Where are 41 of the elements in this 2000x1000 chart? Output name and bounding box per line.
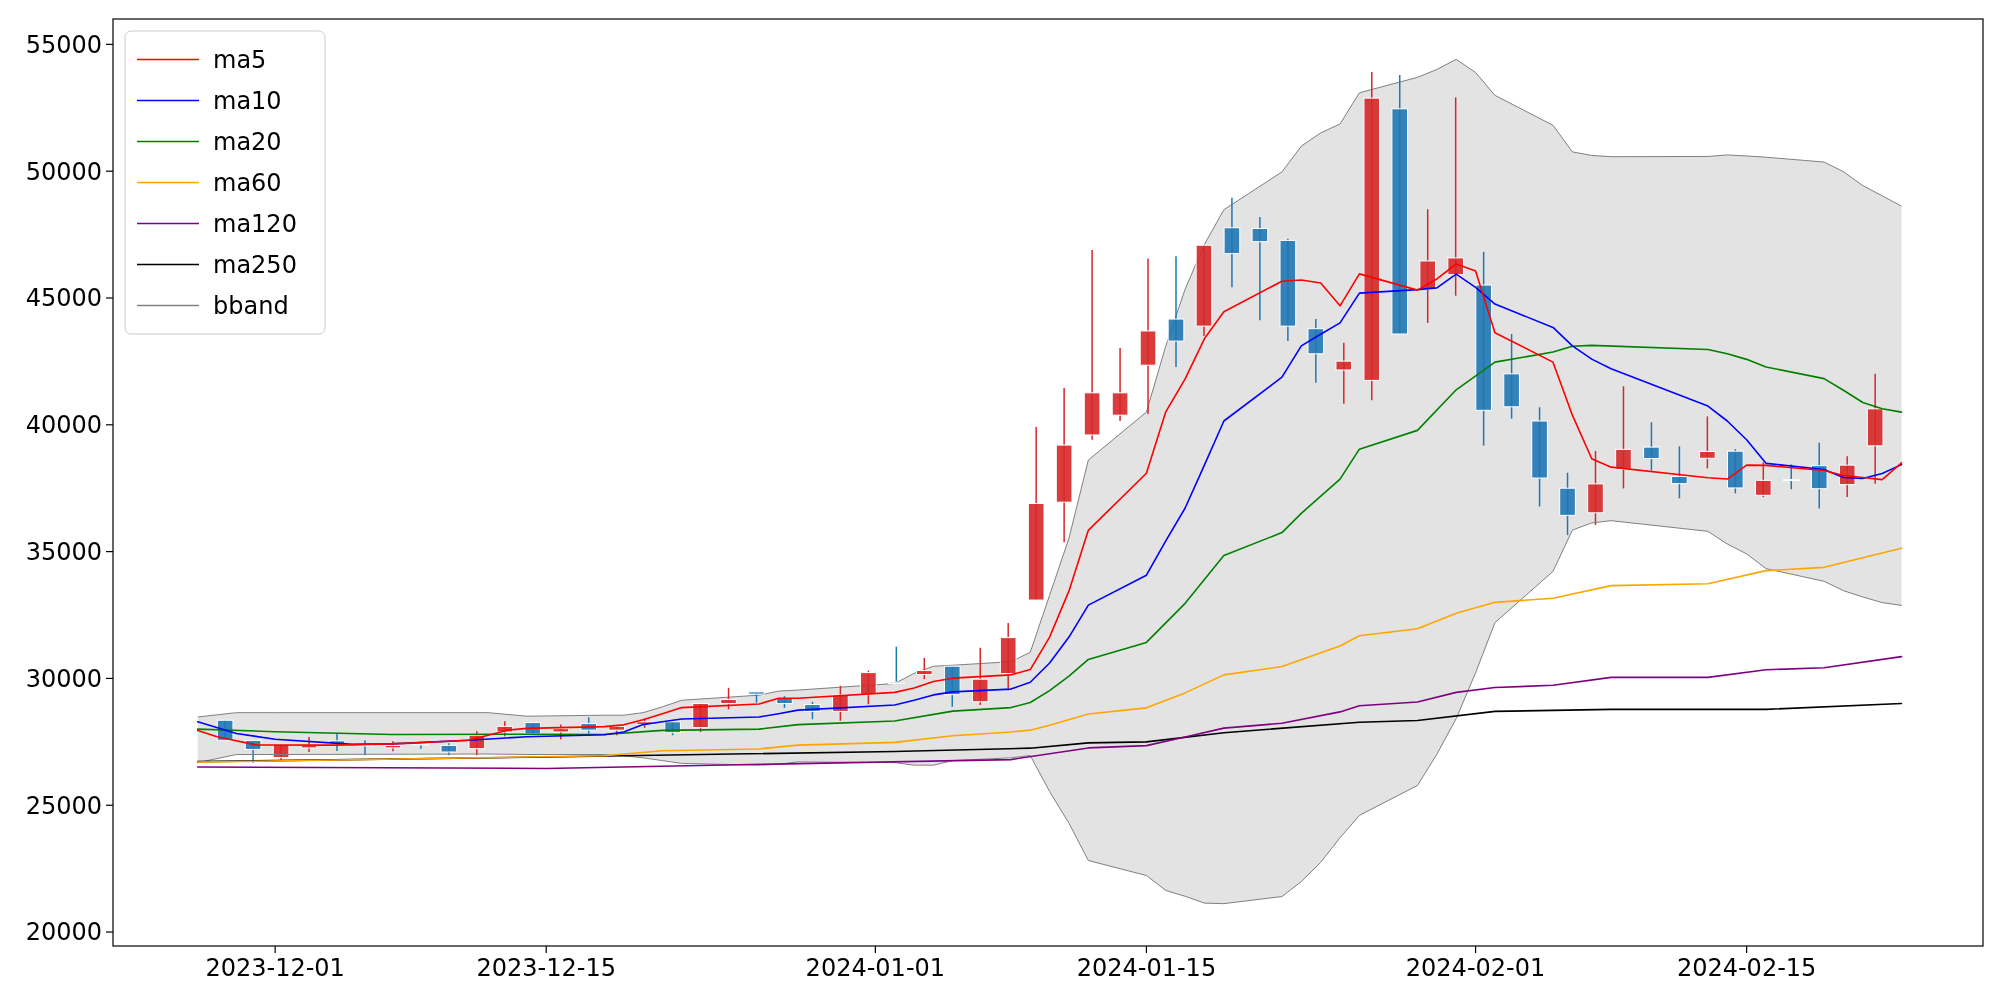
candlestick	[888, 645, 905, 685]
y-tick-label: 55000	[25, 30, 102, 59]
candlestick	[915, 657, 933, 680]
y-tick-label: 25000	[25, 791, 102, 820]
y-tick-label: 45000	[25, 284, 102, 313]
candlestick	[1615, 385, 1632, 490]
legend-label: ma20	[213, 127, 282, 156]
candlestick	[1671, 445, 1688, 500]
line-series	[196, 655, 1903, 770]
candlestick	[1111, 347, 1129, 422]
candlestick	[1699, 415, 1716, 470]
x-tick-label: 2024-02-01	[1405, 954, 1546, 983]
legend-label: ma60	[213, 168, 282, 197]
legend-label: ma120	[213, 209, 297, 238]
x-tick-label: 2024-02-15	[1676, 954, 1817, 983]
legend-label: ma250	[213, 250, 297, 279]
candlestick	[971, 646, 989, 706]
y-tick-label: 35000	[25, 538, 102, 567]
x-tick-label: 2024-01-01	[805, 954, 946, 983]
x-tick-label: 2023-12-01	[205, 954, 345, 983]
legend-label: ma10	[213, 86, 282, 115]
y-tick-label: 20000	[25, 918, 102, 947]
legend-label: bband	[213, 291, 289, 320]
y-tick-label: 30000	[25, 664, 102, 693]
candlestick	[860, 669, 877, 706]
candlestick	[720, 687, 737, 711]
line-series	[196, 547, 1903, 763]
x-tick-label: 2023-12-15	[476, 954, 616, 983]
candlestick	[1251, 216, 1269, 322]
candlestick	[1335, 341, 1353, 405]
line-series	[196, 344, 1903, 736]
candlestick	[1643, 421, 1660, 472]
candlestick	[1167, 255, 1185, 368]
candlestick	[1447, 96, 1464, 297]
candlestick	[1782, 463, 1800, 490]
y-tick-label: 50000	[25, 157, 102, 186]
y-tick-label: 40000	[25, 411, 102, 440]
candlestick	[1754, 461, 1772, 498]
x-tick-label: 2024-01-15	[1076, 954, 1217, 983]
legend-label: ma5	[213, 45, 267, 74]
candlestick	[356, 739, 374, 757]
